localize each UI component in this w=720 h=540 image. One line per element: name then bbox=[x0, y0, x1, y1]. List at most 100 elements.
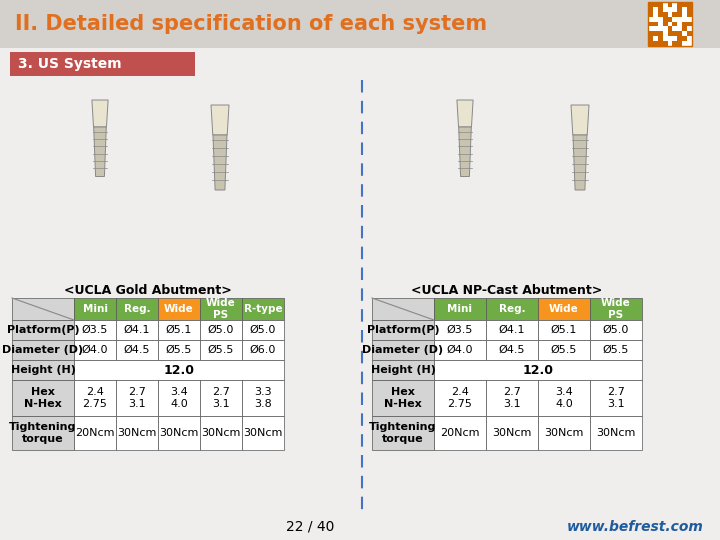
Text: Ø4.1: Ø4.1 bbox=[124, 325, 150, 335]
Text: Wide
PS: Wide PS bbox=[206, 298, 236, 320]
Bar bbox=[662, 41, 667, 46]
Text: Ø3.5: Ø3.5 bbox=[447, 325, 473, 335]
Bar bbox=[590, 320, 642, 340]
Bar bbox=[687, 31, 692, 36]
Polygon shape bbox=[573, 135, 587, 190]
Bar bbox=[678, 31, 683, 36]
Bar bbox=[667, 2, 672, 7]
Bar bbox=[158, 340, 200, 360]
Text: <UCLA NP-Cast Abutment>: <UCLA NP-Cast Abutment> bbox=[411, 284, 603, 296]
Text: Ø5.1: Ø5.1 bbox=[551, 325, 577, 335]
Bar bbox=[242, 298, 284, 320]
Text: Reg.: Reg. bbox=[124, 304, 150, 314]
Text: 2.7
3.1: 2.7 3.1 bbox=[128, 387, 146, 409]
Bar bbox=[116, 380, 158, 416]
Text: 2.7
3.1: 2.7 3.1 bbox=[212, 387, 230, 409]
Text: Ø4.5: Ø4.5 bbox=[499, 345, 526, 355]
Text: 30Ncm: 30Ncm bbox=[492, 428, 531, 438]
Bar bbox=[486, 340, 538, 360]
Text: Ø5.0: Ø5.0 bbox=[250, 325, 276, 335]
Bar bbox=[653, 41, 658, 46]
Bar bbox=[658, 41, 662, 46]
Bar bbox=[672, 12, 678, 17]
Bar bbox=[74, 380, 116, 416]
Text: Hex
N-Hex: Hex N-Hex bbox=[384, 387, 422, 409]
Bar bbox=[658, 7, 662, 12]
Bar bbox=[158, 416, 200, 450]
Bar bbox=[158, 380, 200, 416]
Bar bbox=[683, 26, 687, 31]
Text: 30Ncm: 30Ncm bbox=[243, 428, 283, 438]
Bar bbox=[74, 416, 116, 450]
Polygon shape bbox=[571, 105, 589, 135]
Bar bbox=[12, 416, 74, 450]
Text: Ø3.5: Ø3.5 bbox=[82, 325, 108, 335]
Bar bbox=[590, 416, 642, 450]
Bar bbox=[683, 2, 687, 7]
Bar bbox=[538, 320, 590, 340]
Text: Ø5.5: Ø5.5 bbox=[603, 345, 629, 355]
Text: 2.7
3.1: 2.7 3.1 bbox=[607, 387, 625, 409]
Text: Ø5.1: Ø5.1 bbox=[166, 325, 192, 335]
Text: <UCLA Gold Abutment>: <UCLA Gold Abutment> bbox=[64, 284, 232, 296]
Polygon shape bbox=[94, 127, 107, 177]
Bar bbox=[486, 380, 538, 416]
Polygon shape bbox=[92, 100, 108, 127]
Bar bbox=[658, 12, 662, 17]
Bar bbox=[486, 416, 538, 450]
Bar bbox=[678, 12, 683, 17]
Bar bbox=[662, 22, 667, 26]
Bar bbox=[662, 12, 667, 17]
Bar bbox=[672, 22, 678, 26]
Bar bbox=[672, 31, 678, 36]
Bar bbox=[116, 416, 158, 450]
Text: 30Ncm: 30Ncm bbox=[596, 428, 636, 438]
Text: 12.0: 12.0 bbox=[163, 363, 194, 376]
Bar bbox=[648, 12, 653, 17]
Bar bbox=[434, 320, 486, 340]
Bar bbox=[678, 36, 683, 41]
Bar bbox=[648, 7, 653, 12]
Polygon shape bbox=[457, 100, 473, 127]
Bar bbox=[538, 416, 590, 450]
Text: Wide
PS: Wide PS bbox=[601, 298, 631, 320]
Text: Tightening
torque: Tightening torque bbox=[9, 422, 77, 444]
Bar bbox=[372, 416, 434, 450]
Bar bbox=[200, 380, 242, 416]
Text: Ø5.5: Ø5.5 bbox=[166, 345, 192, 355]
Text: Platform(P): Platform(P) bbox=[6, 325, 79, 335]
Bar bbox=[687, 7, 692, 12]
Text: 12.0: 12.0 bbox=[523, 363, 554, 376]
Bar bbox=[667, 17, 672, 22]
Bar bbox=[683, 22, 687, 26]
Bar bbox=[538, 298, 590, 320]
Text: 30Ncm: 30Ncm bbox=[117, 428, 157, 438]
Bar bbox=[658, 36, 662, 41]
Bar bbox=[74, 340, 116, 360]
Polygon shape bbox=[213, 135, 227, 190]
Bar bbox=[372, 298, 434, 320]
Text: Diameter (D): Diameter (D) bbox=[2, 345, 84, 355]
Text: 30Ncm: 30Ncm bbox=[202, 428, 240, 438]
Bar bbox=[370, 82, 715, 282]
Bar bbox=[687, 22, 692, 26]
Bar bbox=[648, 36, 653, 41]
Bar bbox=[648, 31, 653, 36]
Text: Ø5.0: Ø5.0 bbox=[208, 325, 234, 335]
Text: 2.7
3.1: 2.7 3.1 bbox=[503, 387, 521, 409]
Text: Ø5.5: Ø5.5 bbox=[208, 345, 234, 355]
Bar bbox=[648, 2, 692, 46]
Text: Ø5.0: Ø5.0 bbox=[603, 325, 629, 335]
Bar bbox=[12, 380, 74, 416]
Bar bbox=[0, 0, 720, 48]
Bar bbox=[116, 340, 158, 360]
Bar bbox=[242, 320, 284, 340]
Bar bbox=[590, 340, 642, 360]
Text: Tightening
torque: Tightening torque bbox=[369, 422, 437, 444]
Text: Wide: Wide bbox=[549, 304, 579, 314]
Bar bbox=[372, 320, 434, 340]
Bar bbox=[434, 298, 486, 320]
Text: Hex
N-Hex: Hex N-Hex bbox=[24, 387, 62, 409]
Text: Diameter (D): Diameter (D) bbox=[362, 345, 444, 355]
Text: Ø4.1: Ø4.1 bbox=[499, 325, 526, 335]
